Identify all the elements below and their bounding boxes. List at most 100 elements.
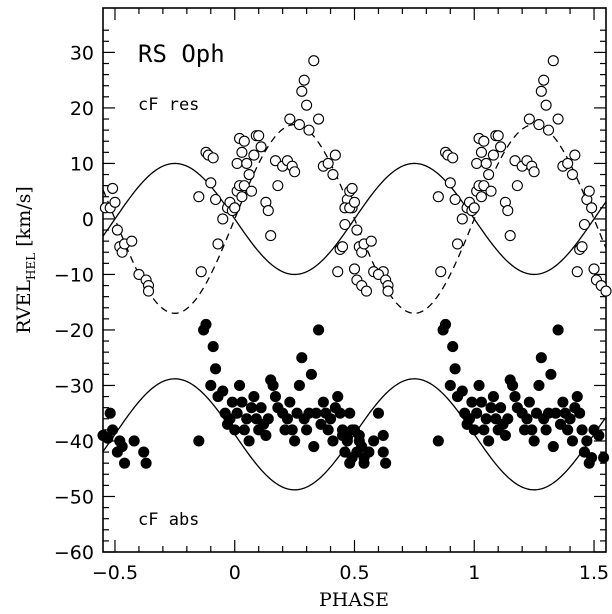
point-abs [372,407,385,419]
point-res [253,130,265,142]
point-res [111,224,123,236]
point-res [542,124,555,136]
point-res [456,213,468,225]
x-axis-label: PHASE [319,589,389,611]
point-res [243,168,255,181]
point-res [210,193,222,206]
point-abs [571,391,583,403]
point-abs [586,452,598,464]
point-res [578,218,590,231]
point-abs [363,446,375,458]
point-abs [533,379,545,392]
y-axis-label-unit: [km/s] [13,186,35,247]
point-res [284,113,296,125]
point-res [475,191,488,203]
point-res [449,193,461,206]
point-res [238,135,250,147]
point-abs [471,407,483,419]
point-res [269,155,282,167]
curve-res_dashed [102,123,607,314]
point-abs [315,418,327,430]
point-res [523,113,535,125]
point-res [212,238,224,250]
annotation-abs-label: cF abs [138,510,199,530]
y-axis-label-sub: HEL [24,253,38,280]
point-res [272,180,284,192]
point-abs [255,402,267,414]
point-abs [140,457,152,469]
point-abs [310,407,322,419]
point-abs [207,341,219,353]
point-res [566,168,579,181]
y-tick-label: −40 [54,431,94,453]
point-res [205,177,217,189]
point-abs [241,413,253,425]
point-abs [243,435,255,447]
point-res [468,202,480,214]
point-abs [550,407,562,419]
point-res [262,205,274,217]
point-abs [317,396,329,408]
point-abs [322,424,334,436]
point-abs [487,391,499,403]
point-abs [439,318,452,330]
point-res [109,196,121,208]
y-tick-label: −20 [54,320,94,342]
point-abs [238,424,250,436]
point-res [511,180,523,192]
point-res [348,263,361,275]
point-res [495,141,507,153]
point-abs [574,407,586,419]
point-abs [226,396,238,408]
point-res [533,119,545,131]
point-res [245,185,258,197]
point-res [600,285,612,297]
point-res [447,152,459,164]
point-res [562,157,574,169]
y-tick-label: 30 [70,42,94,64]
axis-tick-labels: −0.5 0 0.5 1 1.5 −60 −50 −40 −30 −20 −10 0 10 20 30 [54,42,609,584]
point-abs [210,363,222,375]
point-res [552,113,564,125]
point-res [569,149,581,161]
point-abs [233,379,246,392]
point-abs [224,413,236,425]
point-res [372,268,385,281]
point-abs [535,352,547,364]
point-res [478,135,490,147]
point-abs [119,457,131,469]
point-abs [229,424,241,436]
point-abs [521,413,533,425]
point-res [451,238,464,250]
point-abs [528,435,540,447]
point-abs [296,352,308,364]
point-abs [598,452,610,464]
point-abs [286,424,298,436]
point-res [327,168,339,181]
point-res [483,168,495,181]
x-tick-label: 1.5 [579,562,609,584]
point-abs [432,435,444,447]
point-abs [138,446,150,458]
point-abs [102,432,114,444]
point-abs [466,396,478,408]
point-abs [578,446,590,458]
point-abs [358,457,370,469]
point-abs [308,440,320,453]
point-res [231,157,243,169]
point-res [296,85,308,97]
point-abs [545,368,557,380]
y-tick-label: 20 [70,98,94,120]
point-res [571,266,583,278]
point-abs [334,407,346,419]
point-abs [380,457,392,469]
point-abs [267,379,279,392]
point-res [346,182,358,194]
point-abs [107,424,119,436]
point-abs [566,435,579,447]
point-abs [293,379,305,392]
point-res [583,185,595,197]
point-abs [483,435,495,447]
point-res [236,146,248,158]
